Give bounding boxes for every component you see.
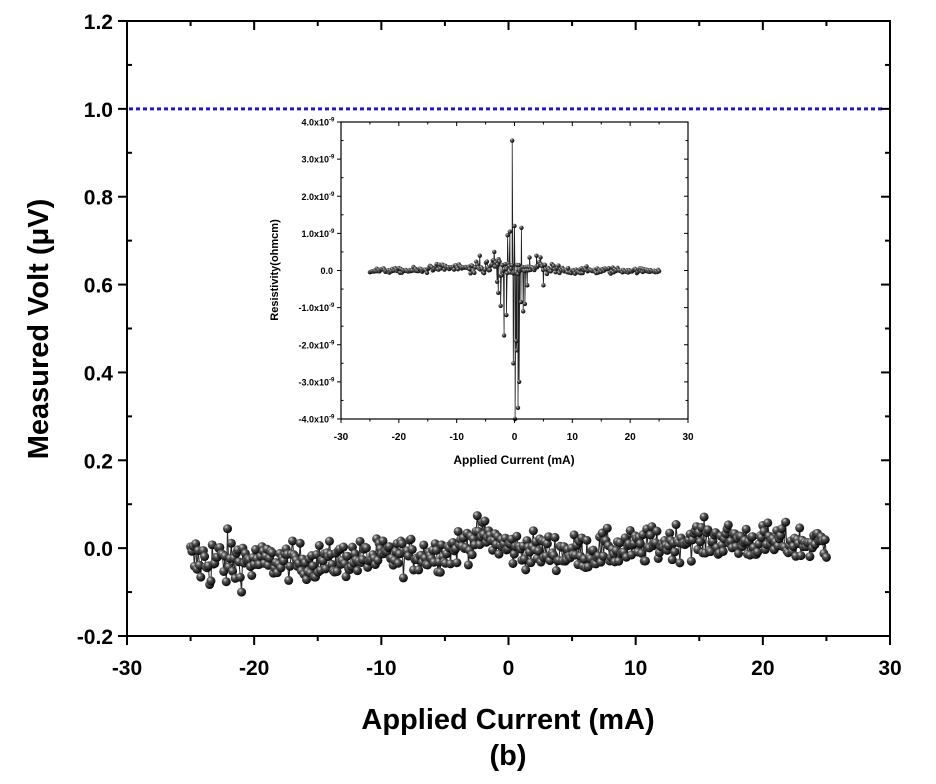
- inset-y-tick-label: -3.0x10: [298, 377, 329, 387]
- main-x-tick-label: 30: [878, 657, 901, 680]
- main-y-tick-label: 0.0: [84, 538, 113, 561]
- inset-y-tick-label: 2.0x10: [301, 192, 329, 202]
- main-y-tick-label: 0.2: [84, 450, 113, 473]
- inset-y-tick-label: 4.0x10: [301, 118, 329, 128]
- inset-x-tick-label: 30: [682, 432, 694, 443]
- figure-caption: (b): [489, 740, 526, 772]
- inset-y-tick-label: 0.0: [320, 266, 333, 276]
- inset-y-tick-exponent: -9: [329, 415, 335, 421]
- inset-y-tick-exponent: -9: [329, 340, 335, 346]
- main-y-tick-label: 0.6: [84, 275, 113, 298]
- main-plot: -30 -20 -10 0 10 20 30 -0.2 0.0 0.2 0.4 0.6 0.8 1.0 1…: [23, 11, 902, 772]
- inset-y-axis: -4.0x10 -9-3.0x10 -9-2.0x10 -9-1.0x10 -90.01…: [298, 118, 688, 425]
- inset-y-tick-exponent: -9: [329, 155, 335, 161]
- main-x-tick-label: -30: [112, 657, 142, 680]
- inset-y-tick-label: 1.0x10: [301, 229, 329, 239]
- inset-y-axis-title: Resistivity(ohmcm): [269, 219, 281, 321]
- main-x-tick-label: -10: [366, 657, 396, 680]
- inset-y-tick-exponent: -9: [329, 377, 335, 383]
- main-x-tick-label: 10: [624, 657, 647, 680]
- inset-y-tick-exponent: -9: [329, 192, 335, 198]
- main-x-tick-label: 0: [503, 657, 515, 680]
- inset-x-tick-label: 10: [567, 432, 579, 443]
- main-y-tick-label: 0.4: [84, 362, 114, 385]
- inset-x-tick-label: -20: [392, 432, 407, 443]
- main-x-axis: -30 -20 -10 0 10 20 30: [112, 21, 902, 680]
- main-x-axis-title: Applied Current (mA): [361, 704, 654, 736]
- inset-y-tick-label: -4.0x10: [298, 415, 329, 425]
- inset-y-tick-label: 3.0x10: [301, 155, 329, 165]
- inset-x-axis: -30 -20 -10 0 10 20 30: [334, 122, 694, 443]
- inset-plot: -30 -20 -10 0 10 20 30 -4.0x10 -9-3.0x10 -9-2.0x…: [269, 118, 694, 468]
- inset-y-tick-label: -2.0x10: [298, 340, 329, 350]
- inset-series-points: [367, 138, 662, 422]
- main-y-tick-label: 1.2: [84, 11, 113, 34]
- inset-y-tick-exponent: -9: [329, 303, 335, 309]
- inset-x-axis-title: Applied Current (mA): [453, 453, 574, 467]
- main-x-tick-label: 20: [751, 657, 774, 680]
- inset-y-tick-exponent: -9: [329, 118, 335, 124]
- main-series-points: [186, 511, 831, 597]
- main-y-tick-label: 1.0: [84, 99, 113, 122]
- main-x-tick-label: -20: [239, 657, 269, 680]
- inset-y-tick-exponent: -9: [329, 229, 335, 235]
- main-y-tick-label: -0.2: [77, 626, 113, 649]
- inset-x-tick-label: -10: [449, 432, 464, 443]
- inset-y-tick-label: -1.0x10: [298, 303, 329, 313]
- inset-x-tick-label: 0: [512, 432, 518, 443]
- inset-x-tick-label: 20: [625, 432, 637, 443]
- main-y-tick-label: 0.8: [84, 187, 114, 210]
- main-y-axis: -0.2 0.0 0.2 0.4 0.6 0.8 1.0 1.2: [77, 11, 890, 649]
- inset-x-tick-label: -30: [334, 432, 349, 443]
- main-y-axis-title: Measured Volt (μV): [23, 199, 55, 460]
